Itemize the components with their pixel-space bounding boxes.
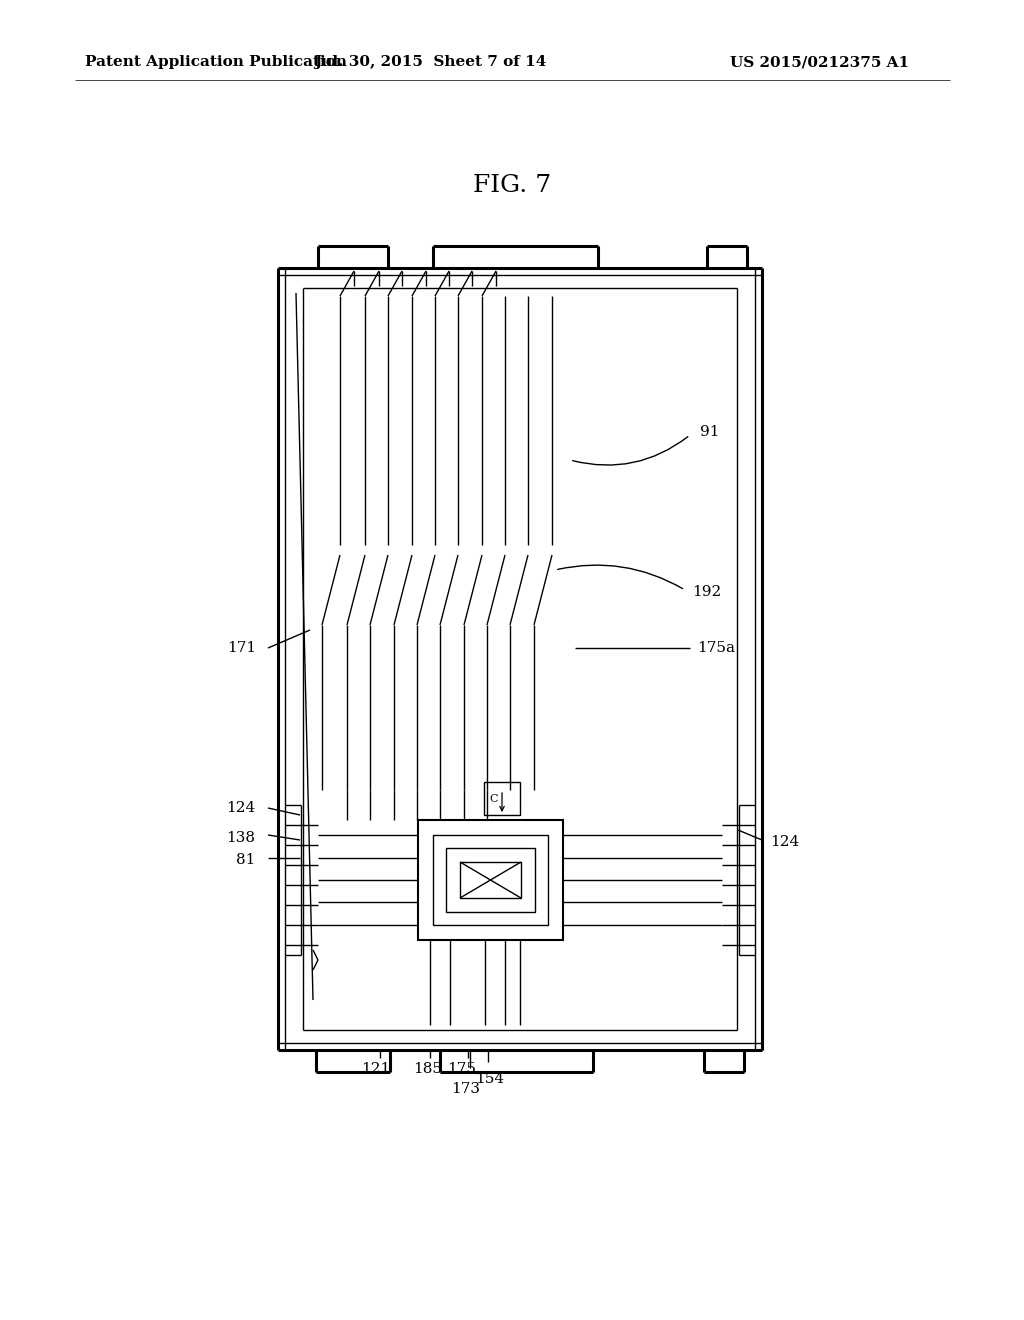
Text: FIG. 7: FIG. 7 [473, 173, 551, 197]
Text: Patent Application Publication: Patent Application Publication [85, 55, 347, 69]
Text: Jul. 30, 2015  Sheet 7 of 14: Jul. 30, 2015 Sheet 7 of 14 [313, 55, 546, 69]
Bar [446, 847, 535, 912]
Text: 81: 81 [236, 853, 255, 867]
Text: 138: 138 [226, 832, 255, 845]
Text: US 2015/0212375 A1: US 2015/0212375 A1 [730, 55, 909, 69]
Bar [418, 820, 563, 940]
Text: 175a: 175a [697, 642, 735, 655]
Bar [484, 781, 520, 814]
Text: 192: 192 [692, 585, 721, 599]
Text: 124: 124 [770, 836, 800, 849]
Text: 121: 121 [361, 1063, 390, 1076]
Text: 124: 124 [225, 801, 255, 814]
Text: 175: 175 [447, 1063, 476, 1076]
Text: 171: 171 [227, 642, 256, 655]
Bar [433, 836, 548, 925]
Text: C: C [489, 793, 499, 804]
Text: 173: 173 [452, 1082, 480, 1096]
Bar [460, 862, 521, 898]
Text: 154: 154 [475, 1072, 505, 1086]
Text: 185: 185 [414, 1063, 442, 1076]
Text: 91: 91 [700, 425, 720, 440]
